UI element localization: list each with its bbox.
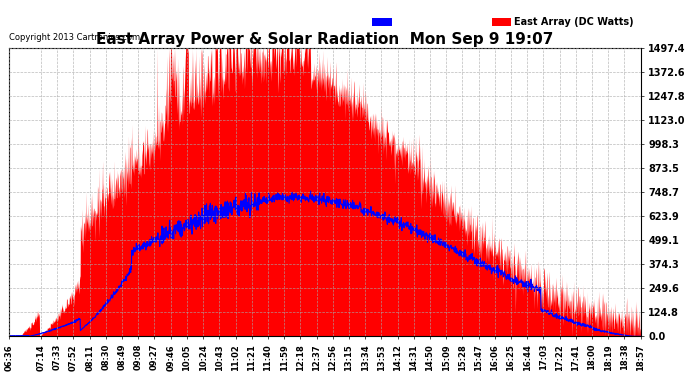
Title: East Array Power & Solar Radiation  Mon Sep 9 19:07: East Array Power & Solar Radiation Mon S… xyxy=(96,32,553,47)
Legend: Radiation (w/m2), East Array (DC Watts): Radiation (w/m2), East Array (DC Watts) xyxy=(370,15,635,29)
Text: Copyright 2013 Cartronics.com: Copyright 2013 Cartronics.com xyxy=(9,33,141,42)
